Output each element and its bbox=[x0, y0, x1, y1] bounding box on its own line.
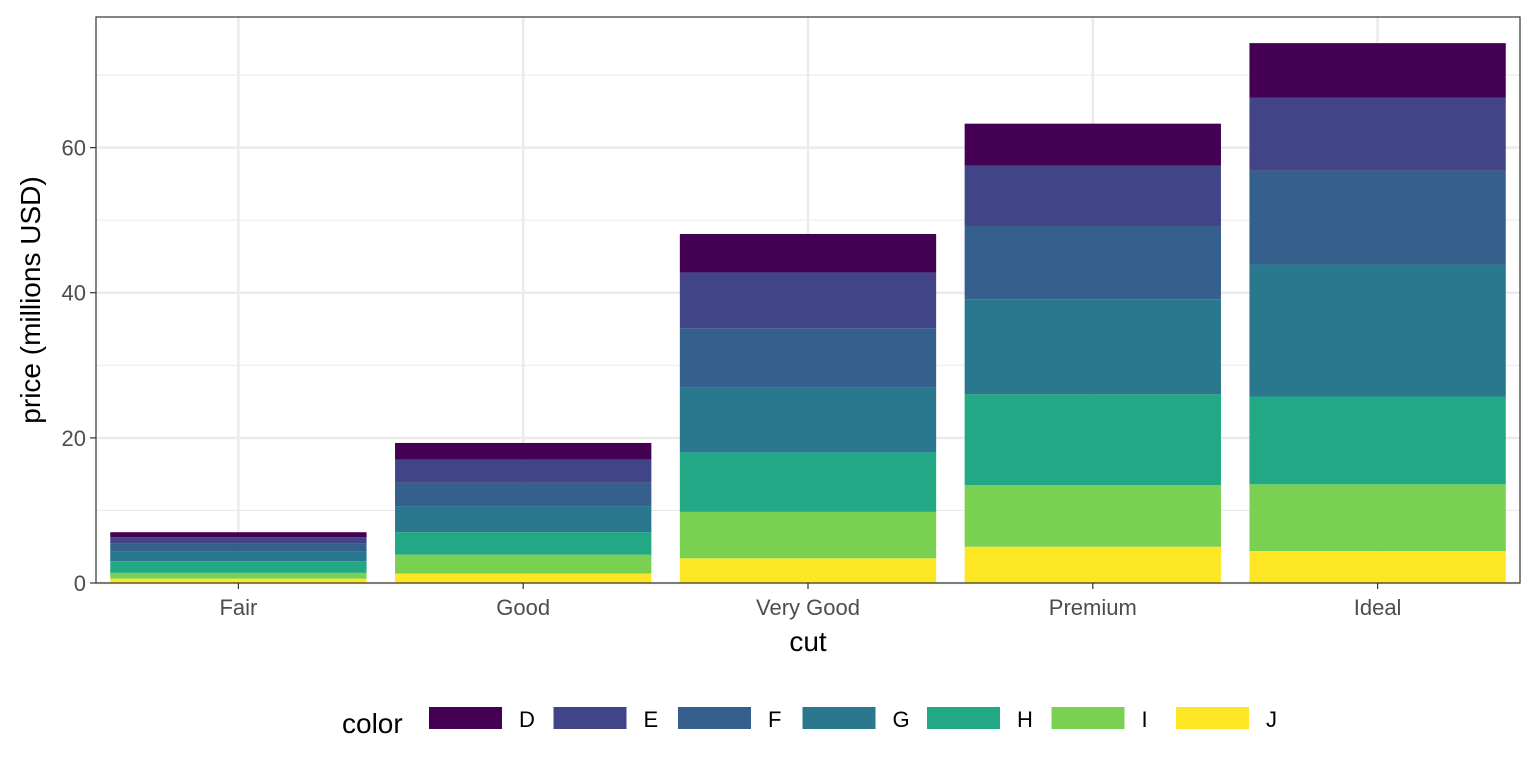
bar-segment-j bbox=[1249, 551, 1506, 583]
legend-label-h: H bbox=[1017, 707, 1033, 732]
bar-segment-i bbox=[679, 511, 937, 559]
x-tick-label: Ideal bbox=[1354, 595, 1402, 620]
bar-segment-f bbox=[679, 328, 937, 388]
bar-segment-h bbox=[1249, 396, 1506, 485]
bar-segment-d bbox=[395, 442, 652, 460]
bar-segment-d bbox=[1249, 43, 1506, 98]
bar-segment-f bbox=[1249, 170, 1506, 265]
bar-segment-i bbox=[110, 572, 367, 579]
bar-segment-h bbox=[110, 561, 367, 573]
bar-segment-e bbox=[110, 537, 367, 544]
bar-segment-d bbox=[679, 233, 937, 273]
y-tick-label: 40 bbox=[62, 281, 86, 306]
bar-segment-d bbox=[964, 123, 1221, 166]
bar-segment-g bbox=[1249, 264, 1506, 397]
bar-segment-f bbox=[110, 543, 367, 552]
y-tick-label: 20 bbox=[62, 426, 86, 451]
x-tick-label: Fair bbox=[219, 595, 257, 620]
legend-label-e: E bbox=[644, 707, 659, 732]
bar-segment-e bbox=[964, 165, 1221, 226]
bar-segment-j bbox=[964, 546, 1221, 583]
legend-label-i: I bbox=[1142, 707, 1148, 732]
legend-label-j: J bbox=[1266, 707, 1277, 732]
legend-key-d bbox=[429, 707, 502, 729]
y-tick-label: 60 bbox=[62, 136, 86, 161]
bar-segment-j bbox=[395, 573, 652, 583]
legend-key-h bbox=[927, 707, 1000, 729]
bars-layer bbox=[110, 43, 1506, 583]
bar-segment-j bbox=[679, 558, 937, 583]
x-tick-label: Good bbox=[496, 595, 550, 620]
legend-key-i bbox=[1051, 707, 1125, 729]
bar-segment-j bbox=[110, 578, 367, 583]
bar-segment-h bbox=[395, 532, 652, 555]
legend-key-j bbox=[1176, 707, 1249, 729]
bar-segment-h bbox=[964, 394, 1221, 486]
legend-key-e bbox=[553, 707, 627, 729]
legend-key-g bbox=[802, 707, 876, 729]
bar-segment-i bbox=[964, 485, 1221, 547]
bar-segment-i bbox=[1249, 484, 1506, 552]
x-tick-label: Premium bbox=[1049, 595, 1137, 620]
x-tick-label: Very Good bbox=[756, 595, 860, 620]
bar-segment-g bbox=[395, 506, 652, 533]
bar-segment-g bbox=[110, 551, 367, 562]
legend-title: color bbox=[342, 708, 403, 739]
axis-layer: 0 20 40 60 Fair Good Very Good Premium Ideal bbox=[62, 136, 1402, 620]
bar-segment-h bbox=[679, 452, 937, 512]
bar-segment-d bbox=[110, 532, 367, 538]
bar-segment-g bbox=[679, 387, 937, 453]
legend-key-f bbox=[678, 707, 751, 729]
bar-segment-g bbox=[964, 299, 1221, 395]
legend-label-f: F bbox=[768, 707, 781, 732]
legend-label-d: D bbox=[519, 707, 535, 732]
y-tick-label: 0 bbox=[74, 571, 86, 596]
bar-segment-e bbox=[395, 459, 652, 483]
bar-segment-i bbox=[395, 554, 652, 574]
bar-segment-e bbox=[679, 272, 937, 329]
legend-label-g: G bbox=[893, 707, 910, 732]
bar-segment-f bbox=[964, 225, 1221, 300]
x-axis-title: cut bbox=[789, 626, 827, 657]
legend: color D E F G H I J bbox=[342, 707, 1277, 739]
y-axis-title: price (millions USD) bbox=[15, 176, 46, 423]
bar-segment-f bbox=[395, 482, 652, 507]
bar-segment-e bbox=[1249, 97, 1506, 171]
